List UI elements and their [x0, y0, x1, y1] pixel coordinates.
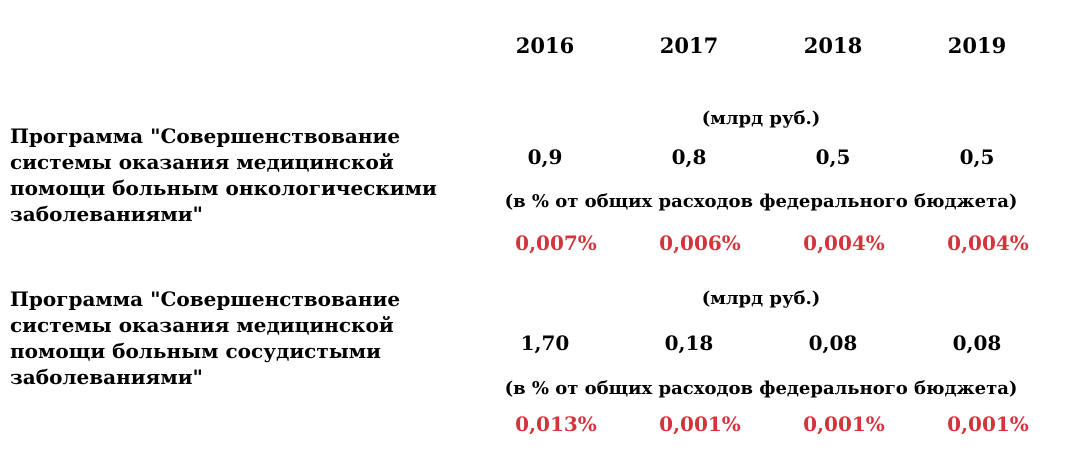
value-pct-2018: 0,001%	[803, 412, 885, 436]
value-pct-2016: 0,013%	[515, 412, 597, 436]
value-bn-2016: 1,70	[520, 331, 570, 355]
value-bn-2018: 0,5	[815, 145, 851, 169]
year-2018: 2018	[803, 33, 863, 58]
value-pct-2016: 0,007%	[515, 231, 597, 255]
value-bn-2019: 0,5	[959, 145, 995, 169]
program-title-line: заболеваниями"	[10, 202, 203, 226]
value-bn-2017: 0,18	[664, 331, 714, 355]
value-pct-2017: 0,006%	[659, 231, 741, 255]
value-pct-2017: 0,001%	[659, 412, 741, 436]
unit-pct-label: (в % от общих расходов федерального бюдж…	[504, 378, 1018, 399]
program-title: Программа "Совершенствование системы ока…	[10, 286, 460, 390]
value-pct-2018: 0,004%	[803, 231, 885, 255]
value-bn-2019: 0,08	[952, 331, 1002, 355]
program-title-line: Программа "Совершенствование	[10, 287, 401, 311]
value-bn-2017: 0,8	[671, 145, 707, 169]
program-title-line: системы оказания медицинской	[10, 313, 394, 337]
value-pct-2019: 0,001%	[947, 412, 1029, 436]
unit-bn-label: (млрд руб.)	[701, 288, 821, 309]
unit-bn-label: (млрд руб.)	[701, 108, 821, 129]
program-title-line: помощи больным онкологическими	[10, 176, 437, 200]
value-pct-2019: 0,004%	[947, 231, 1029, 255]
program-title-line: помощи больным сосудистыми	[10, 339, 381, 363]
program-title-line: системы оказания медицинской	[10, 150, 394, 174]
year-2016: 2016	[515, 33, 575, 58]
value-bn-2016: 0,9	[527, 145, 563, 169]
value-bn-2018: 0,08	[808, 331, 858, 355]
program-title-line: заболеваниями"	[10, 365, 203, 389]
year-2019: 2019	[947, 33, 1007, 58]
year-2017: 2017	[659, 33, 719, 58]
unit-pct-label: (в % от общих расходов федерального бюдж…	[504, 191, 1018, 212]
program-title-line: Программа "Совершенствование	[10, 124, 401, 148]
program-title: Программа "Совершенствование системы ока…	[10, 123, 460, 227]
